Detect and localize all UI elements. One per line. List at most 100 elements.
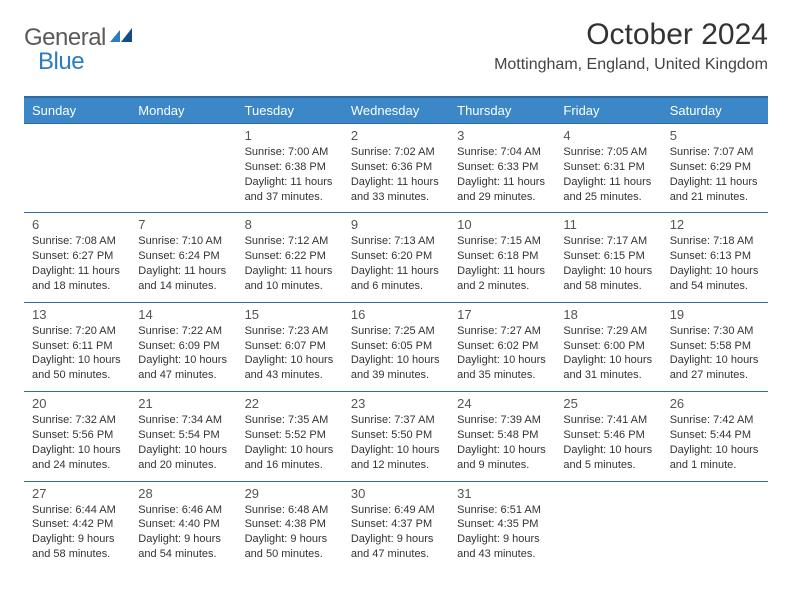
calendar-day-cell: 29 Sunrise: 6:48 AMSunset: 4:38 PMDayligh… xyxy=(237,481,343,570)
day-details: Sunrise: 7:20 AMSunset: 6:11 PMDaylight:… xyxy=(32,324,122,383)
day-details: Sunrise: 7:27 AMSunset: 6:02 PMDaylight:… xyxy=(457,324,547,383)
day-number: 3 xyxy=(457,128,547,143)
calendar-empty-cell xyxy=(555,481,661,570)
day-number: 5 xyxy=(670,128,760,143)
day-details: Sunrise: 6:51 AMSunset: 4:35 PMDaylight:… xyxy=(457,503,547,562)
day-details: Sunrise: 7:08 AMSunset: 6:27 PMDaylight:… xyxy=(32,234,122,293)
month-title: October 2024 xyxy=(494,18,768,52)
day-number: 25 xyxy=(563,396,653,411)
logo: General xyxy=(24,18,134,52)
logo-second-line: Blue xyxy=(38,48,84,76)
day-details: Sunrise: 7:37 AMSunset: 5:50 PMDaylight:… xyxy=(351,413,441,472)
calendar-day-cell: 24 Sunrise: 7:39 AMSunset: 5:48 PMDayligh… xyxy=(449,392,555,481)
calendar-day-cell: 4Sunrise: 7:05 AMSunset: 6:31 PMDaylight… xyxy=(555,124,661,213)
calendar-day-cell: 30 Sunrise: 6:49 AMSunset: 4:37 PMDayligh… xyxy=(343,481,449,570)
calendar-empty-cell xyxy=(130,124,236,213)
day-details: Sunrise: 6:48 AMSunset: 4:38 PMDaylight:… xyxy=(245,503,335,562)
day-details: Sunrise: 7:02 AMSunset: 6:36 PMDaylight:… xyxy=(351,145,441,204)
day-number: 16 xyxy=(351,307,441,322)
day-number: 24 xyxy=(457,396,547,411)
day-number: 18 xyxy=(563,307,653,322)
calendar-day-cell: 17 Sunrise: 7:27 AMSunset: 6:02 PMDayligh… xyxy=(449,302,555,391)
day-number: 1 xyxy=(245,128,335,143)
day-number: 20 xyxy=(32,396,122,411)
day-details: Sunrise: 7:32 AMSunset: 5:56 PMDaylight:… xyxy=(32,413,122,472)
calendar-week-row: 20 Sunrise: 7:32 AMSunset: 5:56 PMDayligh… xyxy=(24,392,768,481)
day-number: 27 xyxy=(32,486,122,501)
day-header-tuesday: Tuesday xyxy=(237,97,343,124)
day-details: Sunrise: 7:39 AMSunset: 5:48 PMDaylight:… xyxy=(457,413,547,472)
calendar-empty-cell xyxy=(662,481,768,570)
day-details: Sunrise: 7:13 AMSunset: 6:20 PMDaylight:… xyxy=(351,234,441,293)
calendar-header-row: SundayMondayTuesdayWednesdayThursdayFrid… xyxy=(24,97,768,124)
day-details: Sunrise: 7:05 AMSunset: 6:31 PMDaylight:… xyxy=(563,145,653,204)
day-number: 10 xyxy=(457,217,547,232)
day-number: 14 xyxy=(138,307,228,322)
calendar-day-cell: 9 Sunrise: 7:13 AMSunset: 6:20 PMDaylight… xyxy=(343,213,449,302)
calendar-week-row: 6Sunrise: 7:08 AMSunset: 6:27 PMDaylight… xyxy=(24,213,768,302)
day-number: 31 xyxy=(457,486,547,501)
calendar-day-cell: 10Sunrise: 7:15 AMSunset: 6:18 PMDayligh… xyxy=(449,213,555,302)
calendar-day-cell: 2Sunrise: 7:02 AMSunset: 6:36 PMDaylight… xyxy=(343,124,449,213)
calendar-day-cell: 12 Sunrise: 7:18 AMSunset: 6:13 PMDayligh… xyxy=(662,213,768,302)
calendar-week-row: 13 Sunrise: 7:20 AMSunset: 6:11 PMDayligh… xyxy=(24,302,768,391)
day-number: 13 xyxy=(32,307,122,322)
day-number: 9 xyxy=(351,217,441,232)
calendar-empty-cell xyxy=(24,124,130,213)
logo-text-blue: Blue xyxy=(38,48,84,75)
day-number: 17 xyxy=(457,307,547,322)
calendar-day-cell: 23 Sunrise: 7:37 AMSunset: 5:50 PMDayligh… xyxy=(343,392,449,481)
calendar-table: SundayMondayTuesdayWednesdayThursdayFrid… xyxy=(24,96,768,570)
day-number: 29 xyxy=(245,486,335,501)
day-header-sunday: Sunday xyxy=(24,97,130,124)
day-number: 23 xyxy=(351,396,441,411)
day-number: 21 xyxy=(138,396,228,411)
day-details: Sunrise: 7:35 AMSunset: 5:52 PMDaylight:… xyxy=(245,413,335,472)
calendar-day-cell: 27 Sunrise: 6:44 AMSunset: 4:42 PMDayligh… xyxy=(24,481,130,570)
calendar-day-cell: 5 Sunrise: 7:07 AMSunset: 6:29 PMDaylight… xyxy=(662,124,768,213)
day-number: 12 xyxy=(670,217,760,232)
day-number: 28 xyxy=(138,486,228,501)
calendar-day-cell: 1Sunrise: 7:00 AMSunset: 6:38 PMDaylight… xyxy=(237,124,343,213)
calendar-day-cell: 21Sunrise: 7:34 AMSunset: 5:54 PMDayligh… xyxy=(130,392,236,481)
day-details: Sunrise: 7:25 AMSunset: 6:05 PMDaylight:… xyxy=(351,324,441,383)
day-details: Sunrise: 7:42 AMSunset: 5:44 PMDaylight:… xyxy=(670,413,760,472)
day-details: Sunrise: 6:49 AMSunset: 4:37 PMDaylight:… xyxy=(351,503,441,562)
day-number: 11 xyxy=(563,217,653,232)
day-details: Sunrise: 7:22 AMSunset: 6:09 PMDaylight:… xyxy=(138,324,228,383)
day-number: 19 xyxy=(670,307,760,322)
calendar-day-cell: 3 Sunrise: 7:04 AMSunset: 6:33 PMDaylight… xyxy=(449,124,555,213)
day-number: 26 xyxy=(670,396,760,411)
calendar-day-cell: 19 Sunrise: 7:30 AMSunset: 5:58 PMDayligh… xyxy=(662,302,768,391)
location: Mottingham, England, United Kingdom xyxy=(494,56,768,74)
calendar-day-cell: 25 Sunrise: 7:41 AMSunset: 5:46 PMDayligh… xyxy=(555,392,661,481)
title-block: October 2024 Mottingham, England, United… xyxy=(494,18,768,74)
day-header-thursday: Thursday xyxy=(449,97,555,124)
calendar-day-cell: 8Sunrise: 7:12 AMSunset: 6:22 PMDaylight… xyxy=(237,213,343,302)
calendar-body: 1Sunrise: 7:00 AMSunset: 6:38 PMDaylight… xyxy=(24,124,768,570)
calendar-day-cell: 16 Sunrise: 7:25 AMSunset: 6:05 PMDayligh… xyxy=(343,302,449,391)
calendar-day-cell: 18Sunrise: 7:29 AMSunset: 6:00 PMDayligh… xyxy=(555,302,661,391)
calendar-day-cell: 20 Sunrise: 7:32 AMSunset: 5:56 PMDayligh… xyxy=(24,392,130,481)
day-details: Sunrise: 7:23 AMSunset: 6:07 PMDaylight:… xyxy=(245,324,335,383)
day-number: 30 xyxy=(351,486,441,501)
calendar-day-cell: 7Sunrise: 7:10 AMSunset: 6:24 PMDaylight… xyxy=(130,213,236,302)
day-header-wednesday: Wednesday xyxy=(343,97,449,124)
calendar-day-cell: 22Sunrise: 7:35 AMSunset: 5:52 PMDayligh… xyxy=(237,392,343,481)
calendar-day-cell: 11Sunrise: 7:17 AMSunset: 6:15 PMDayligh… xyxy=(555,213,661,302)
day-details: Sunrise: 7:18 AMSunset: 6:13 PMDaylight:… xyxy=(670,234,760,293)
day-details: Sunrise: 6:46 AMSunset: 4:40 PMDaylight:… xyxy=(138,503,228,562)
day-header-monday: Monday xyxy=(130,97,236,124)
day-details: Sunrise: 6:44 AMSunset: 4:42 PMDaylight:… xyxy=(32,503,122,562)
day-header-saturday: Saturday xyxy=(662,97,768,124)
calendar-day-cell: 14 Sunrise: 7:22 AMSunset: 6:09 PMDayligh… xyxy=(130,302,236,391)
day-details: Sunrise: 7:41 AMSunset: 5:46 PMDaylight:… xyxy=(563,413,653,472)
day-header-friday: Friday xyxy=(555,97,661,124)
day-details: Sunrise: 7:04 AMSunset: 6:33 PMDaylight:… xyxy=(457,145,547,204)
calendar-week-row: 1Sunrise: 7:00 AMSunset: 6:38 PMDaylight… xyxy=(24,124,768,213)
calendar-day-cell: 26 Sunrise: 7:42 AMSunset: 5:44 PMDayligh… xyxy=(662,392,768,481)
day-details: Sunrise: 7:30 AMSunset: 5:58 PMDaylight:… xyxy=(670,324,760,383)
day-details: Sunrise: 7:07 AMSunset: 6:29 PMDaylight:… xyxy=(670,145,760,204)
day-number: 15 xyxy=(245,307,335,322)
calendar-day-cell: 6Sunrise: 7:08 AMSunset: 6:27 PMDaylight… xyxy=(24,213,130,302)
